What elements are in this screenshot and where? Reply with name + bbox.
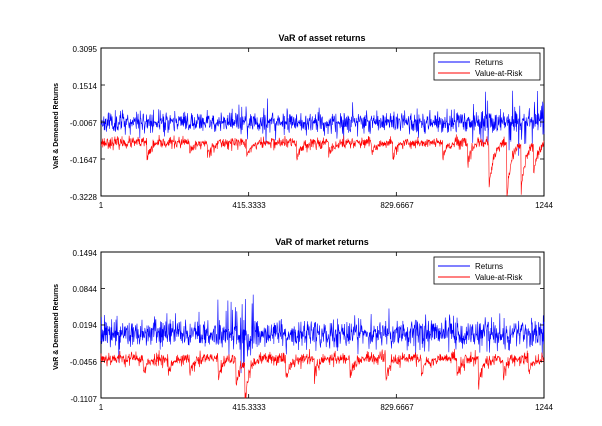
y-axis-label: VaR & Demeaned Returns bbox=[53, 284, 60, 370]
axis-ticks bbox=[100, 47, 545, 197]
legend-label-returns: Returns bbox=[475, 58, 503, 67]
y-tick-label: 0.1514 bbox=[73, 82, 98, 91]
x-tick-label: 1244 bbox=[535, 403, 553, 412]
series-line-returns bbox=[100, 90, 545, 156]
y-tick-label: -0.3228 bbox=[70, 193, 98, 202]
series-line-returns bbox=[100, 294, 545, 374]
legend: Returns Value-at-Risk bbox=[433, 256, 541, 285]
legend-box bbox=[433, 52, 541, 81]
x-tick-label: 1 bbox=[99, 201, 104, 210]
y-tick-label: 0.3095 bbox=[73, 45, 98, 54]
x-tick-label: 1244 bbox=[535, 201, 553, 210]
x-tick-label: 1 bbox=[99, 403, 104, 412]
y-tick-label: 0.0194 bbox=[73, 321, 98, 330]
chart-panel-market: VaR of market returns VaR & Demeaned Ret… bbox=[53, 237, 553, 412]
legend-label-var: Value-at-Risk bbox=[475, 273, 523, 282]
y-tick-label: 0.0844 bbox=[73, 285, 98, 294]
y-axis-label: VaR & Demeaned Returns bbox=[53, 83, 60, 169]
y-tick-label: -0.0067 bbox=[70, 119, 98, 128]
y-tick-label: -0.1647 bbox=[70, 156, 98, 165]
y-tick-label: -0.0456 bbox=[70, 358, 98, 367]
series-line-value-at-risk bbox=[100, 134, 545, 197]
legend: Returns Value-at-Risk bbox=[433, 52, 541, 81]
series-lines bbox=[100, 90, 545, 197]
x-tick-label: 829.6667 bbox=[380, 403, 414, 412]
chart-title: VaR of market returns bbox=[275, 237, 369, 247]
series-lines bbox=[100, 294, 545, 399]
axis-ticks bbox=[100, 251, 545, 399]
legend-box bbox=[433, 256, 541, 285]
x-tick-label: 415.3333 bbox=[232, 201, 266, 210]
y-tick-label: 0.1494 bbox=[73, 249, 98, 258]
x-tick-label: 829.6667 bbox=[380, 201, 414, 210]
legend-label-returns: Returns bbox=[475, 262, 503, 271]
legend-label-var: Value-at-Risk bbox=[475, 69, 523, 78]
chart-panel-asset: VaR of asset returns VaR & Demeaned Retu… bbox=[53, 33, 553, 210]
y-tick-label: -0.1107 bbox=[70, 395, 97, 404]
x-tick-label: 415.3333 bbox=[232, 403, 266, 412]
chart-title: VaR of asset returns bbox=[278, 33, 365, 43]
series-line-value-at-risk bbox=[100, 348, 545, 399]
